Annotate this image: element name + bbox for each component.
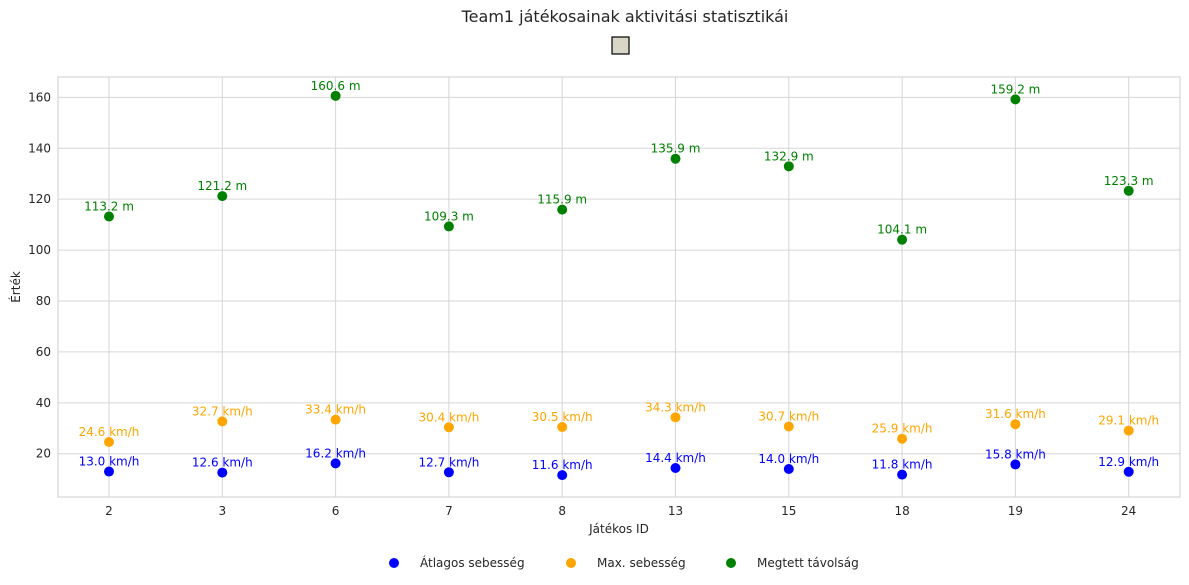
- data-point: [1010, 459, 1021, 470]
- data-point: [670, 462, 681, 473]
- data-point: [217, 191, 228, 202]
- x-axis-ticks: 2 3 6 7 8 13 15 18 19 24: [105, 504, 1136, 518]
- y-tick-label: 80: [36, 294, 51, 308]
- data-point: [783, 161, 794, 172]
- legend-label: Átlagos sebesség: [420, 555, 525, 570]
- x-tick-label: 13: [668, 504, 683, 518]
- data-point: [897, 433, 908, 444]
- legend-label: Max. sebesség: [597, 556, 686, 570]
- legend-label: Megtett távolság: [757, 556, 859, 570]
- y-tick-label: 40: [36, 396, 51, 410]
- y-axis-ticks: 20 40 60 80 100 120 140 160: [28, 90, 51, 460]
- chart-title: Team1 játékosainak aktivitási statisztik…: [461, 7, 789, 26]
- data-point: [1010, 419, 1021, 430]
- x-tick-label: 7: [445, 504, 453, 518]
- data-label: 109.3 m: [424, 209, 474, 223]
- data-point: [557, 204, 568, 215]
- data-label: 12.6 km/h: [192, 456, 253, 470]
- y-axis-label: Érték: [8, 271, 23, 303]
- data-label: 30.4 km/h: [418, 410, 479, 424]
- x-tick-label: 6: [332, 504, 340, 518]
- data-label: 12.7 km/h: [418, 455, 479, 469]
- x-tick-label: 8: [558, 504, 566, 518]
- data-label: 132.9 m: [764, 149, 814, 163]
- data-point: [670, 153, 681, 164]
- data-point: [670, 412, 681, 423]
- data-label: 14.4 km/h: [645, 451, 706, 465]
- data-label: 159.2 m: [990, 82, 1040, 96]
- y-tick-label: 140: [28, 141, 51, 155]
- data-label: 11.6 km/h: [532, 458, 593, 472]
- data-point: [443, 467, 454, 478]
- x-tick-label: 19: [1008, 504, 1023, 518]
- data-point: [104, 437, 114, 448]
- legend-marker: [566, 558, 576, 568]
- data-label: 31.6 km/h: [985, 407, 1046, 421]
- y-tick-label: 120: [28, 192, 51, 206]
- data-label: 113.2 m: [84, 199, 134, 213]
- legend: Átlagos sebesség Max. sebesség Megtett táv…: [389, 555, 859, 570]
- data-point: [217, 416, 228, 427]
- x-tick-label: 15: [781, 504, 796, 518]
- grid: [58, 77, 1180, 497]
- data-point: [104, 466, 114, 477]
- y-tick-label: 160: [28, 90, 51, 104]
- data-label: 13.0 km/h: [79, 455, 140, 469]
- data-point: [443, 422, 454, 433]
- x-axis-label: Játékos ID: [588, 522, 649, 536]
- x-tick-label: 3: [218, 504, 226, 518]
- data-label: 115.9 m: [537, 193, 587, 207]
- data-label: 30.7 km/h: [758, 409, 819, 423]
- data-label: 32.7 km/h: [192, 404, 253, 418]
- legend-marker: [726, 558, 736, 568]
- data-point: [1010, 94, 1021, 105]
- data-point: [557, 422, 568, 432]
- data-label: 33.4 km/h: [305, 403, 366, 417]
- data-point: [1123, 185, 1134, 196]
- data-point: [104, 211, 114, 222]
- data-point: [897, 234, 908, 245]
- data-label: 121.2 m: [197, 179, 247, 193]
- data-point: [330, 458, 341, 469]
- data-label: 104.1 m: [877, 223, 927, 237]
- title-marker-box-icon: [611, 36, 630, 55]
- data-label: 29.1 km/h: [1098, 414, 1159, 428]
- x-tick-label: 2: [105, 504, 113, 518]
- data-label: 123.3 m: [1104, 174, 1154, 188]
- y-tick-label: 100: [28, 243, 51, 257]
- legend-marker: [389, 558, 399, 568]
- data-label: 30.5 km/h: [532, 410, 593, 424]
- data-labels: 13.0 km/h 12.6 km/h 16.2 km/h 12.7 km/h 11.6…: [79, 79, 1160, 472]
- y-tick-label: 20: [36, 447, 51, 461]
- data-points: [104, 90, 1134, 481]
- data-label: 14.0 km/h: [758, 452, 819, 466]
- data-label: 16.2 km/h: [305, 446, 366, 460]
- plot-frame: [57, 76, 1181, 498]
- data-point: [443, 221, 454, 232]
- data-label: 11.8 km/h: [872, 458, 933, 472]
- data-point: [1123, 466, 1134, 477]
- data-point: [1123, 425, 1134, 436]
- data-point: [783, 421, 794, 432]
- data-point: [897, 469, 908, 480]
- data-label: 135.9 m: [651, 142, 701, 156]
- data-label: 24.6 km/h: [79, 425, 140, 439]
- x-tick-label: 24: [1121, 504, 1136, 518]
- data-point: [330, 414, 341, 425]
- data-point: [557, 470, 568, 481]
- y-tick-label: 60: [36, 345, 51, 359]
- data-label: 160.6 m: [311, 79, 361, 93]
- x-tick-label: 18: [894, 504, 909, 518]
- data-point: [783, 464, 794, 474]
- data-label: 34.3 km/h: [645, 400, 706, 414]
- data-point: [217, 467, 228, 478]
- data-label: 12.9 km/h: [1098, 455, 1159, 469]
- data-label: 15.8 km/h: [985, 447, 1046, 461]
- data-point: [330, 90, 341, 101]
- data-label: 25.9 km/h: [872, 422, 933, 436]
